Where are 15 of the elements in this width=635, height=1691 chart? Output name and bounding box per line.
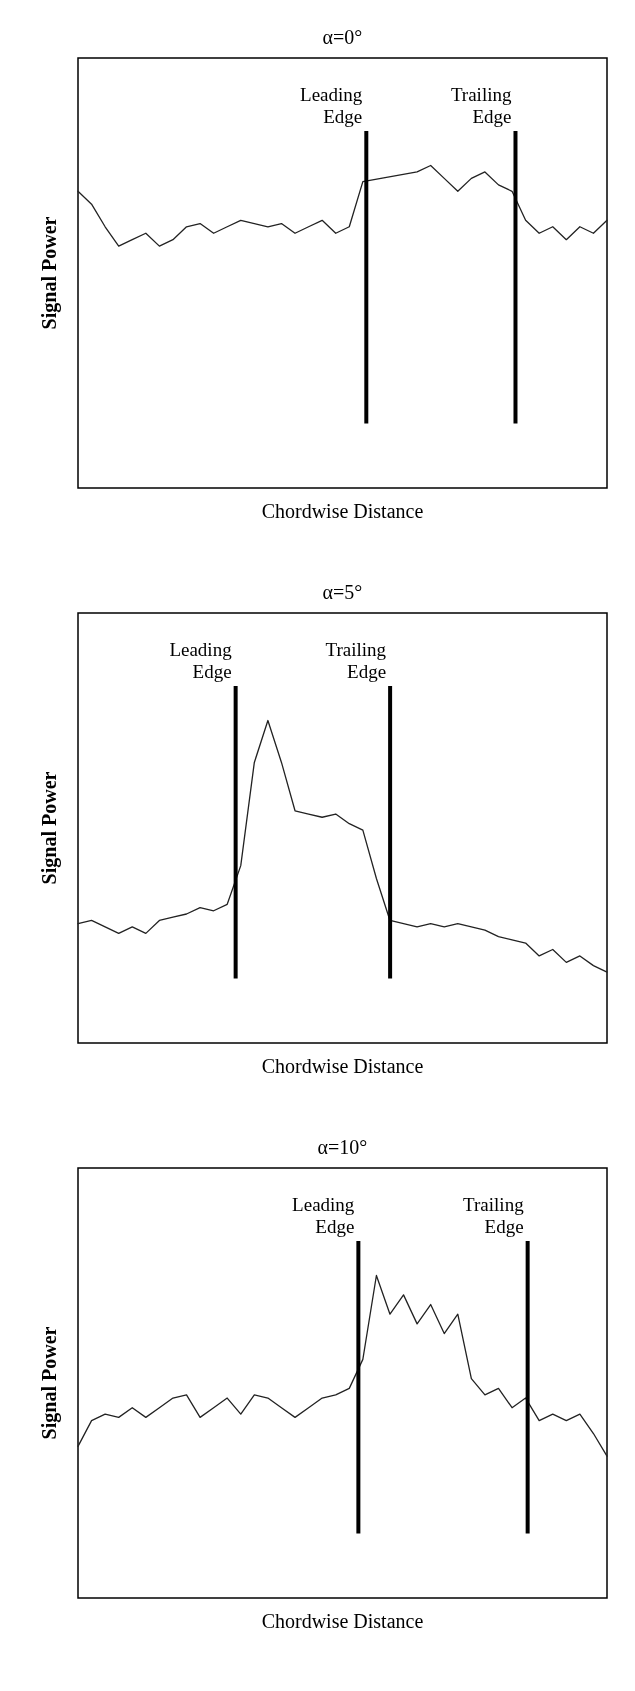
- text: Leading Edge: [300, 84, 363, 128]
- x-axis-title: Chordwise Distance: [261, 1055, 424, 1077]
- y-axis-title: Signal Power: [38, 1326, 61, 1440]
- chart-title: α=10°: [317, 1136, 368, 1158]
- x-axis-title: Chordwise Distance: [261, 500, 424, 522]
- text: Trailing Edge: [325, 639, 387, 683]
- text: Leading Edge: [169, 639, 233, 683]
- y-axis-title: Signal Power: [38, 771, 61, 885]
- x-axis-title: Chordwise Distance: [261, 1610, 424, 1632]
- chart-title: α=5°: [322, 581, 363, 603]
- text: Trailing Edge: [450, 84, 512, 128]
- text: Leading Edge: [292, 1194, 355, 1238]
- chart-title: α=0°: [322, 26, 363, 48]
- text: Trailing Edge: [463, 1194, 525, 1238]
- y-axis-title: Signal Power: [38, 216, 61, 330]
